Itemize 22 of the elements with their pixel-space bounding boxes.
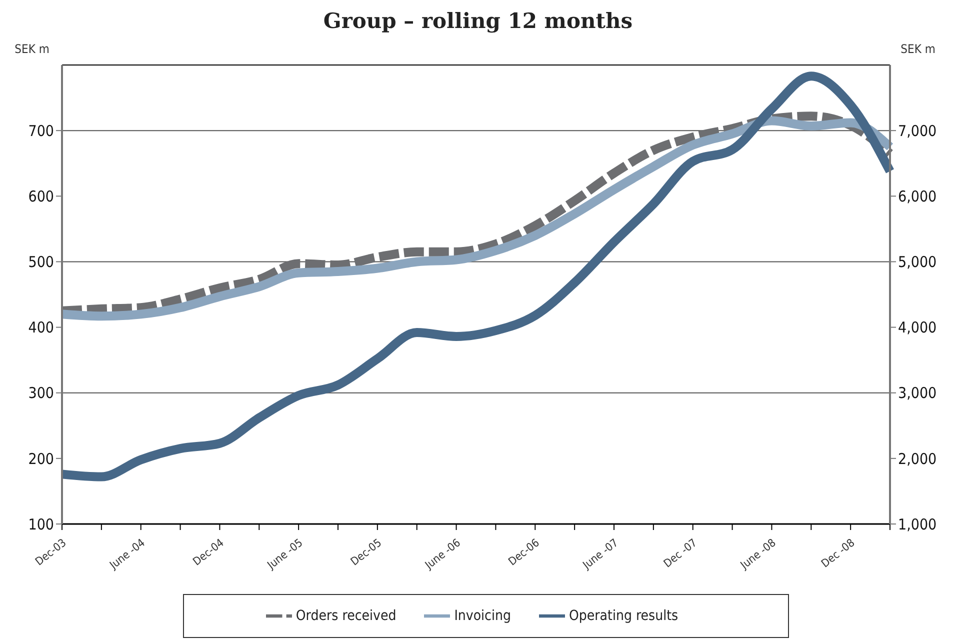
- y-axis-title: SEK m: [14, 42, 50, 56]
- y-tick-label: 500: [28, 253, 54, 272]
- y-tick-label: 100: [28, 515, 54, 534]
- y-tick-label: 200: [28, 450, 54, 468]
- y2-tick-label: 3,000: [898, 384, 937, 402]
- y2-tick-label: 7,000: [898, 122, 937, 140]
- y2-tick-label: 5,000: [898, 253, 937, 272]
- y-tick-label: 400: [28, 318, 54, 337]
- y2-tick-label: 1,000: [898, 515, 937, 534]
- y-tick-label: 600: [28, 187, 54, 206]
- y2-tick-label: 6,000: [898, 187, 937, 206]
- y2-axis-title: SEK m: [900, 42, 936, 56]
- chart-title: Group – rolling 12 months: [322, 8, 634, 35]
- y-tick-label: 700: [28, 122, 54, 140]
- x-tick-label: Dec -08: [818, 536, 858, 570]
- legend-label: Orders received: [296, 608, 396, 624]
- legend-label: Operating results: [568, 608, 678, 624]
- legend-label: Invoicing: [454, 608, 511, 624]
- x-tick-label: Dec -07: [661, 536, 700, 570]
- y-tick-label: 300: [28, 384, 54, 402]
- y2-tick-label: 2,000: [898, 450, 937, 468]
- y2-tick-label: 4,000: [898, 318, 937, 337]
